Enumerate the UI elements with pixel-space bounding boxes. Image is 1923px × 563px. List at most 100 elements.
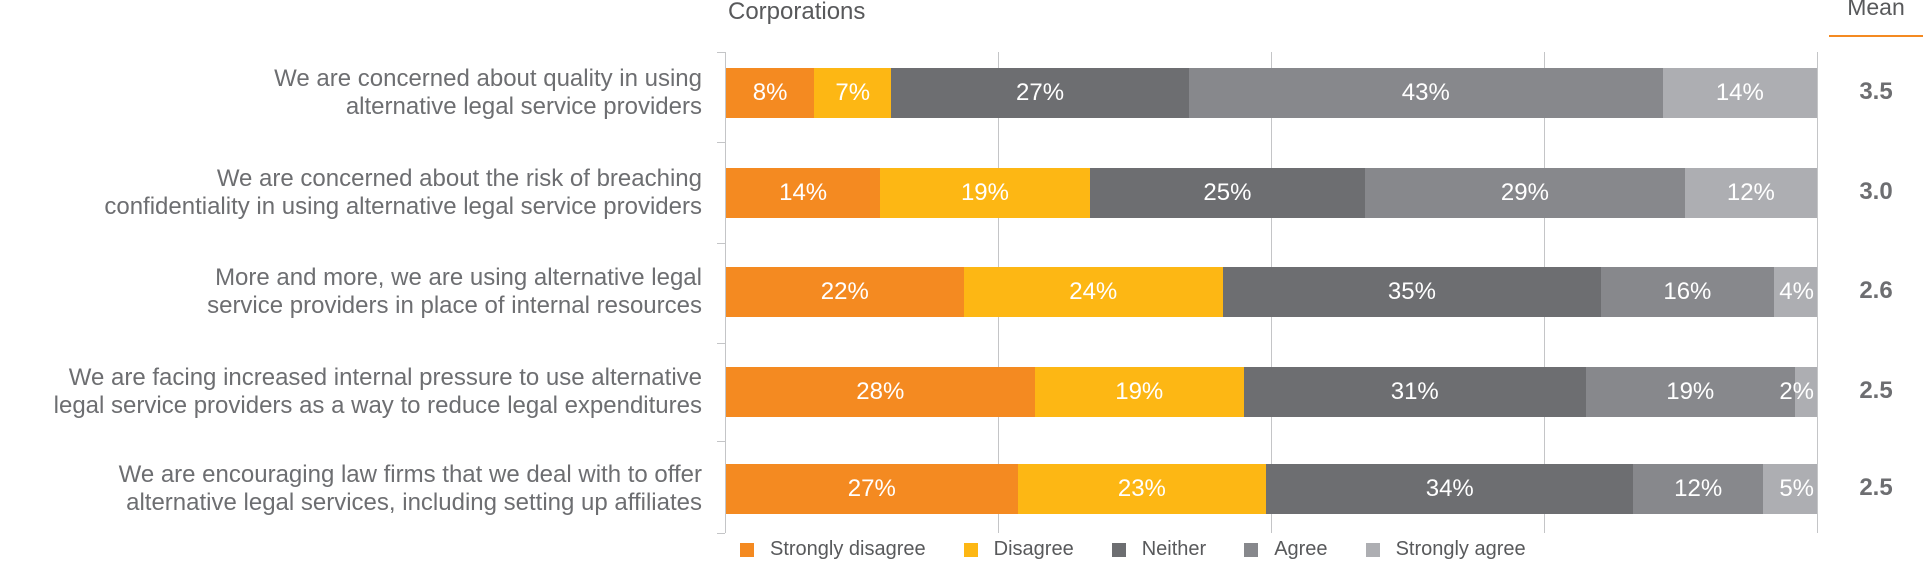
stacked-bar: 14% 19% 25% 29% 12%	[726, 168, 1817, 218]
data-label: 27%	[847, 475, 896, 502]
category-label-line: legal service providers as a way to redu…	[53, 392, 702, 419]
bar-segment-strongly-disagree: 8%	[726, 68, 815, 118]
y-axis-tick	[717, 52, 725, 53]
data-label: 4%	[1779, 278, 1814, 305]
category-label: More and more, we are using alternative …	[0, 264, 702, 320]
legend: Strongly disagree Disagree Neither Agree Str…	[740, 538, 1564, 561]
mean-value: 2.6	[1859, 277, 1893, 304]
legend-swatch	[963, 542, 978, 557]
legend-item: Strongly agree	[1365, 538, 1526, 561]
bar-segment-neither: 27%	[891, 68, 1189, 118]
stacked-bar: 22% 24% 35% 16% 4%	[726, 267, 1817, 317]
chart-title: Corporations	[728, 0, 866, 25]
y-axis-tick	[717, 441, 725, 442]
category-label: We are concerned about quality in using a…	[0, 65, 702, 121]
data-label: 29%	[1500, 179, 1549, 206]
data-label: 12%	[1674, 475, 1723, 502]
legend-label: Agree	[1274, 538, 1328, 560]
bar-segment-strongly-agree: 12%	[1684, 168, 1817, 218]
data-label: 2%	[1779, 378, 1814, 405]
bar-segment-agree: 43%	[1188, 68, 1663, 118]
data-label: 8%	[752, 79, 788, 106]
legend-swatch	[1244, 542, 1259, 557]
mean-value: 2.5	[1859, 377, 1893, 404]
bar-segment-strongly-agree: 4%	[1773, 267, 1817, 317]
mean-header-underline	[1829, 35, 1923, 37]
data-label: 19%	[1115, 378, 1164, 405]
data-label: 34%	[1425, 475, 1474, 502]
bar-segment-strongly-agree: 2%	[1779, 367, 1817, 417]
category-label-line: alternative legal service providers	[345, 93, 702, 120]
y-axis-tick	[717, 243, 725, 244]
legend-label: Strongly agree	[1395, 538, 1526, 560]
bar-segment-strongly-disagree: 28%	[726, 367, 1035, 417]
category-label-line: We are concerned about the risk of breac…	[216, 165, 702, 192]
category-label-line: More and more, we are using alternative …	[215, 264, 702, 291]
y-axis-tick	[717, 343, 725, 344]
legend-swatch	[1111, 542, 1126, 557]
y-axis-tick	[717, 533, 725, 534]
data-label: 19%	[1666, 378, 1715, 405]
data-label: 14%	[779, 179, 828, 206]
data-label: 7%	[835, 79, 871, 106]
bar-segment-agree: 29%	[1365, 168, 1685, 218]
mean-value: 2.5	[1859, 474, 1893, 501]
bar-segment-disagree: 23%	[1017, 464, 1267, 514]
stacked-bar: 8% 7% 27% 43% 14%	[726, 68, 1817, 118]
bar-segment-neither: 34%	[1266, 464, 1634, 514]
y-axis-tick	[717, 142, 725, 143]
category-label-line: We are encouraging law firms that we dea…	[118, 461, 702, 488]
category-label: We are concerned about the risk of breac…	[0, 165, 702, 221]
y-axis-line	[725, 52, 726, 533]
stacked-bar: 28% 19% 31% 19% 2%	[726, 367, 1817, 417]
data-label: 22%	[820, 278, 869, 305]
data-label: 19%	[960, 179, 1009, 206]
bar-segment-disagree: 7%	[814, 68, 892, 118]
data-label: 35%	[1387, 278, 1436, 305]
category-label-line: We are facing increased internal pressur…	[68, 364, 702, 391]
bar-segment-agree: 19%	[1585, 367, 1795, 417]
bar-segment-disagree: 19%	[880, 168, 1090, 218]
legend-label: Neither	[1141, 538, 1207, 560]
bar-segment-strongly-agree: 14%	[1662, 68, 1817, 118]
bar-segment-strongly-agree: 5%	[1763, 464, 1817, 514]
legend-item: Agree	[1244, 538, 1328, 561]
legend-swatch	[1365, 542, 1380, 557]
data-label: 5%	[1779, 475, 1814, 502]
legend-item: Disagree	[963, 538, 1074, 561]
legend-swatch	[740, 542, 754, 557]
data-label: 24%	[1069, 278, 1118, 305]
data-label: 14%	[1715, 79, 1764, 106]
data-label: 16%	[1663, 278, 1712, 305]
bar-segment-strongly-disagree: 14%	[726, 168, 881, 218]
data-label: 31%	[1390, 378, 1439, 405]
mean-value: 3.5	[1859, 78, 1893, 105]
legend-item: Strongly disagree	[740, 538, 926, 561]
legend-label: Disagree	[993, 538, 1074, 560]
bar-segment-disagree: 24%	[963, 267, 1223, 317]
legend-label: Strongly disagree	[770, 538, 926, 560]
data-label: 27%	[1016, 79, 1065, 106]
data-label: 25%	[1203, 179, 1252, 206]
mean-value: 3.0	[1859, 178, 1893, 205]
stacked-bar: 27% 23% 34% 12% 5%	[726, 464, 1817, 514]
data-label: 12%	[1726, 179, 1775, 206]
category-label: We are facing increased internal pressur…	[0, 364, 702, 420]
bar-segment-strongly-disagree: 27%	[726, 464, 1018, 514]
category-label: We are encouraging law firms that we dea…	[0, 461, 702, 517]
bar-segment-neither: 31%	[1243, 367, 1586, 417]
category-label-line: alternative legal services, including se…	[126, 489, 702, 516]
data-label: 43%	[1401, 79, 1450, 106]
bar-segment-neither: 35%	[1222, 267, 1601, 317]
legend-item: Neither	[1111, 538, 1207, 561]
bar-segment-agree: 16%	[1600, 267, 1774, 317]
category-label-line: confidentiality in using alternative leg…	[104, 193, 702, 220]
mean-column-header: Mean	[1847, 0, 1905, 20]
category-label-line: We are concerned about quality in using	[274, 65, 702, 92]
bar-segment-neither: 25%	[1089, 168, 1366, 218]
category-label-line: service providers in place of internal r…	[207, 292, 702, 319]
data-label: 28%	[856, 378, 905, 405]
bar-segment-disagree: 19%	[1034, 367, 1244, 417]
bar-segment-strongly-disagree: 22%	[726, 267, 964, 317]
gridline	[1817, 52, 1818, 533]
